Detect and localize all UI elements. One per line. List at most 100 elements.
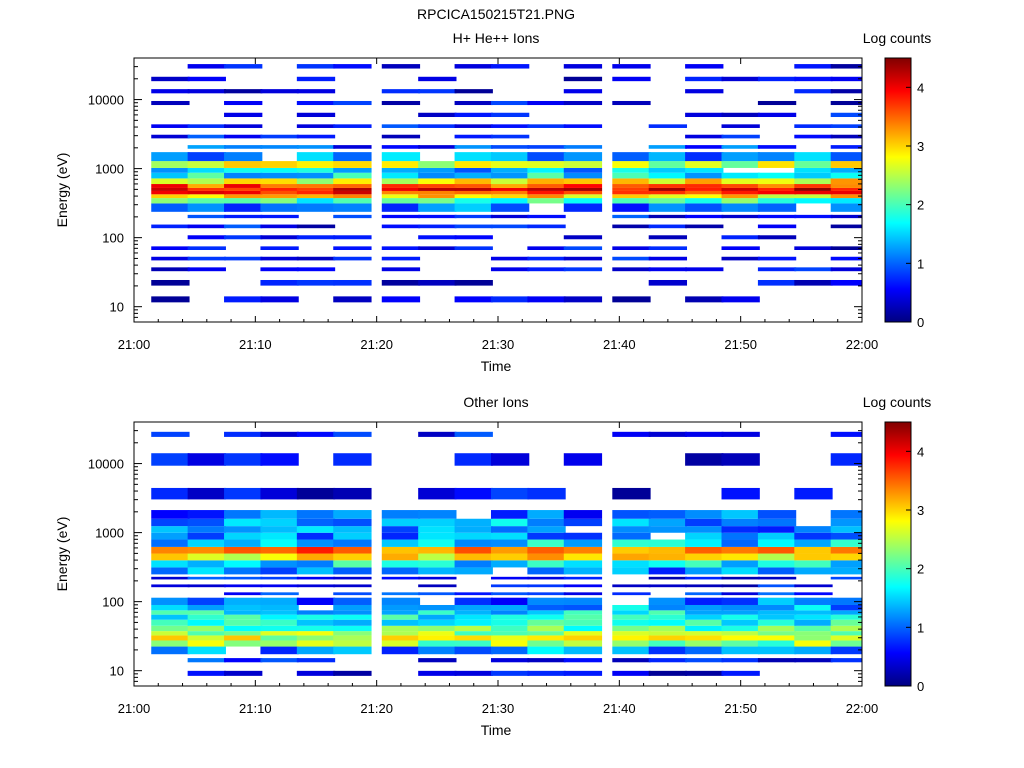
heatmap-cell bbox=[224, 100, 263, 106]
heatmap-cell bbox=[260, 198, 299, 204]
heatmap-cell bbox=[648, 167, 688, 173]
heatmap-cell bbox=[490, 161, 530, 168]
heatmap-cell bbox=[418, 518, 457, 527]
heatmap-cell bbox=[612, 184, 651, 188]
heatmap-cell bbox=[151, 190, 190, 195]
heatmap-cell bbox=[563, 296, 603, 303]
heatmap-cell bbox=[296, 518, 336, 527]
heatmap-cell bbox=[721, 124, 760, 128]
heatmap-cell bbox=[685, 670, 724, 676]
heatmap-cell bbox=[563, 64, 603, 69]
heatmap-cell bbox=[454, 89, 493, 94]
heatmap-cell bbox=[721, 526, 760, 533]
heatmap-cell bbox=[381, 518, 421, 527]
heatmap-cell bbox=[151, 619, 190, 626]
heatmap-cell bbox=[830, 658, 862, 663]
heatmap-cell bbox=[418, 658, 457, 663]
heatmap-cell bbox=[648, 539, 688, 547]
heatmap-cell bbox=[830, 567, 862, 575]
heatmap-cell bbox=[830, 100, 862, 106]
heatmap-cell bbox=[685, 631, 724, 636]
heatmap-cell bbox=[260, 532, 299, 540]
heatmap-cell bbox=[260, 487, 299, 500]
heatmap-cell bbox=[757, 576, 797, 580]
heatmap-cell bbox=[490, 487, 530, 500]
heatmap-cell bbox=[721, 76, 760, 82]
heatmap-cell bbox=[794, 532, 833, 540]
colorbar-tick-label: 4 bbox=[917, 80, 924, 95]
heatmap-cell bbox=[260, 614, 299, 620]
heatmap-cell bbox=[454, 178, 493, 185]
heatmap-cell bbox=[187, 453, 226, 466]
heatmap-cell bbox=[454, 567, 493, 575]
heatmap-cell bbox=[612, 619, 651, 626]
heatmap-cell bbox=[151, 610, 190, 615]
heatmap-cell bbox=[563, 235, 603, 240]
heatmap-cell bbox=[418, 610, 457, 615]
heatmap-cell bbox=[260, 584, 299, 588]
heatmap-cell bbox=[757, 76, 797, 82]
heatmap-cell bbox=[333, 635, 372, 641]
heatmap-cell bbox=[794, 539, 833, 547]
y-tick-label: 1000 bbox=[95, 526, 124, 541]
heatmap-cell bbox=[612, 256, 651, 261]
heatmap-cell bbox=[612, 190, 651, 195]
heatmap-cell bbox=[563, 76, 603, 82]
colorbar-label: Log counts bbox=[863, 30, 932, 46]
heatmap-cell bbox=[333, 152, 372, 162]
heatmap-cell bbox=[151, 646, 190, 655]
heatmap-cell bbox=[224, 184, 263, 188]
heatmap-cell bbox=[490, 670, 530, 676]
heatmap-cell bbox=[612, 194, 651, 199]
heatmap-cell bbox=[381, 567, 421, 575]
colorbar: 0 1 2 3 4 bbox=[884, 421, 924, 694]
heatmap-cell bbox=[296, 134, 336, 139]
heatmap-cell bbox=[490, 124, 530, 128]
heatmap-cell bbox=[260, 604, 299, 611]
heatmap-cell bbox=[757, 184, 797, 188]
heatmap-cell bbox=[830, 553, 862, 561]
heatmap-cell bbox=[454, 190, 493, 195]
heatmap-cell bbox=[187, 604, 226, 611]
heatmap-cell bbox=[454, 614, 493, 620]
heatmap-cell bbox=[794, 646, 833, 655]
panel-title: Other Ions bbox=[463, 394, 528, 410]
heatmap-cell bbox=[296, 658, 336, 663]
heatmap-cell bbox=[685, 203, 724, 212]
heatmap-cell bbox=[794, 619, 833, 626]
heatmap-cell bbox=[296, 152, 336, 162]
heatmap-cell bbox=[612, 592, 651, 596]
heatmap-cell bbox=[685, 610, 724, 615]
heatmap-cell bbox=[296, 178, 336, 185]
heatmap-cell bbox=[648, 604, 688, 611]
heatmap-cell bbox=[381, 619, 421, 626]
heatmap-cell bbox=[151, 510, 190, 519]
heatmap-cell bbox=[333, 214, 372, 219]
heatmap-cell bbox=[296, 112, 336, 118]
heatmap-cell bbox=[563, 539, 603, 547]
heatmap-cell bbox=[830, 526, 862, 533]
x-tick-label: 21:50 bbox=[724, 337, 757, 352]
heatmap-cell bbox=[333, 576, 372, 580]
heatmap-cell bbox=[648, 235, 688, 240]
heatmap-cell bbox=[794, 214, 833, 219]
heatmap-cell bbox=[151, 152, 190, 162]
heatmap-cell bbox=[296, 670, 336, 676]
heatmap-cell bbox=[490, 619, 530, 626]
heatmap-cell bbox=[418, 89, 457, 94]
heatmap-cell bbox=[296, 635, 336, 641]
heatmap-cell bbox=[685, 198, 724, 204]
heatmap-cell bbox=[648, 631, 688, 636]
heatmap-cell bbox=[260, 246, 299, 251]
heatmap-cell bbox=[685, 64, 724, 69]
heatmap-cell bbox=[418, 553, 457, 561]
heatmap-cell bbox=[333, 100, 372, 106]
heatmap-cell bbox=[296, 235, 336, 240]
heatmap-cell bbox=[381, 640, 421, 647]
heatmap-cell bbox=[648, 510, 688, 519]
heatmap-cell bbox=[333, 518, 372, 527]
heatmap-cell bbox=[454, 560, 493, 568]
heatmap-cell bbox=[187, 214, 226, 219]
axes: 21:00 21:10 21:20 21:30 21:40 21:50 22:00 10 100… bbox=[88, 421, 878, 716]
heatmap-cell bbox=[151, 76, 190, 82]
